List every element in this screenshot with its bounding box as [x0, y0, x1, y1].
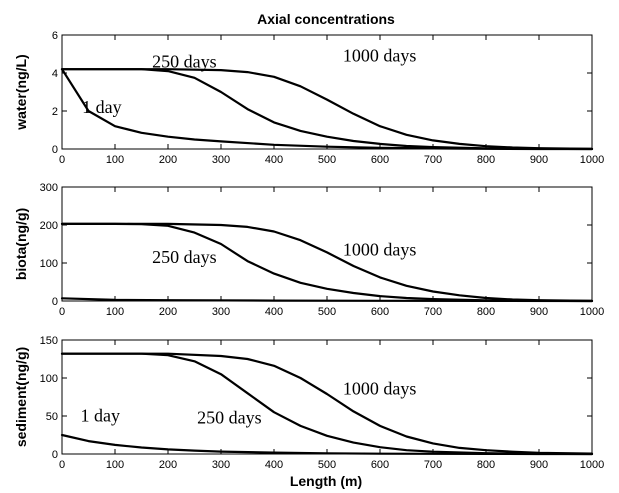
y-tick-label: 200	[40, 220, 58, 232]
annotation-water-2: 1000 days	[343, 46, 417, 66]
panel-water: 0 100 200 300 400 500 600 700 800 900 1000 0 2 4 6 wate…	[13, 30, 604, 166]
annotation-biota-1: 1000 days	[343, 239, 417, 259]
x-tick-label: 0	[59, 306, 65, 318]
x-tick-label: 400	[265, 459, 283, 471]
x-tick-label: 300	[212, 459, 230, 471]
x-tick-label: 200	[159, 306, 177, 318]
y-tick-label: 300	[40, 182, 58, 194]
x-tick-label: 700	[424, 459, 442, 471]
x-tick-label: 900	[530, 306, 548, 318]
x-tick-label: 800	[477, 154, 495, 166]
series-line-biota-1	[60, 222, 594, 303]
x-tick-label: 500	[318, 306, 336, 318]
x-tick-label: 600	[371, 154, 389, 166]
y-tick-label: 50	[46, 411, 58, 423]
annotation-water-0: 1 day	[82, 97, 122, 117]
y-axis-label-sediment: sediment(ng/g)	[13, 347, 29, 447]
y-tick-label: 100	[40, 373, 58, 385]
y-tick-label: 6	[52, 30, 58, 42]
annotation-sediment-1: 250 days	[197, 408, 262, 428]
y-tick-label: 0	[52, 449, 58, 461]
x-tick-label: 500	[318, 459, 336, 471]
y-axis-label-water: water(ng/L)	[13, 54, 29, 130]
y-tick-label: 0	[52, 144, 58, 156]
panel-biota: 0 100 200 300 400 500 600 700 800 900 1000 0 100 200 3…	[13, 182, 604, 318]
x-tick-label: 800	[477, 306, 495, 318]
annotation-sediment-2: 1000 days	[343, 379, 417, 399]
y-tick-label: 150	[40, 335, 58, 347]
plot-frame-biota	[61, 186, 593, 302]
x-tick-label: 0	[59, 459, 65, 471]
x-tick-label: 600	[371, 306, 389, 318]
x-tick-label: 800	[477, 459, 495, 471]
annotation-water-1: 250 days	[152, 51, 217, 71]
series-line-water-2	[60, 68, 594, 150]
series-line-water-1	[60, 68, 594, 151]
chart-title: Axial concentrations	[257, 11, 395, 27]
x-tick-label: 300	[212, 306, 230, 318]
x-tick-label: 500	[318, 154, 336, 166]
y-tick-label: 100	[40, 258, 58, 270]
annotation-sediment-0: 1 day	[81, 405, 121, 425]
y-axis-label-biota: biota(ng/g)	[13, 208, 29, 280]
series-line-sediment-2	[60, 352, 594, 455]
series-line-biota-2	[60, 222, 594, 302]
x-tick-label: 700	[424, 154, 442, 166]
chart-panels: 0 100 200 300 400 500 600 700 800 900 10000246wate…	[13, 30, 604, 471]
x-tick-label: 600	[371, 459, 389, 471]
x-tick-label: 900	[530, 154, 548, 166]
series-line-sediment-1	[60, 352, 594, 456]
x-axis-label: Length (m)	[290, 473, 362, 489]
x-tick-label: 1000	[580, 154, 604, 166]
x-tick-label: 200	[159, 154, 177, 166]
y-tick-label: 4	[52, 68, 58, 80]
x-tick-label: 1000	[580, 306, 604, 318]
annotation-biota-0: 250 days	[152, 247, 217, 267]
x-tick-label: 100	[106, 154, 124, 166]
x-tick-label: 400	[265, 154, 283, 166]
y-tick-label: 0	[52, 296, 58, 308]
x-tick-label: 400	[265, 306, 283, 318]
x-tick-label: 0	[59, 154, 65, 166]
x-tick-label: 300	[212, 154, 230, 166]
x-tick-label: 200	[159, 459, 177, 471]
panel-sediment: 0 100 200 300 400 500 600 700 800 900 1000 0 50 100 15…	[13, 335, 604, 471]
x-tick-label: 1000	[580, 459, 604, 471]
y-tick-label: 2	[52, 106, 58, 118]
x-tick-label: 700	[424, 306, 442, 318]
x-tick-label: 900	[530, 459, 548, 471]
x-tick-label: 100	[106, 306, 124, 318]
x-tick-label: 100	[106, 459, 124, 471]
